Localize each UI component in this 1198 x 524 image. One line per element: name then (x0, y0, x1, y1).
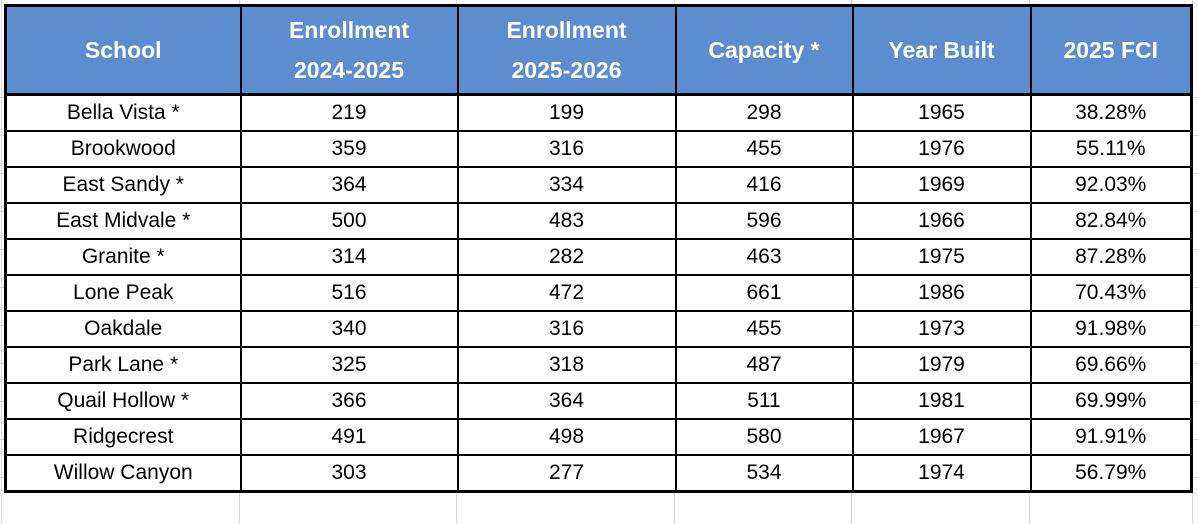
column-header-label: Year Built (888, 37, 995, 63)
cell-enrollment-2024-2025: 219 (239, 93, 459, 132)
cell-capacity: 487 (674, 346, 854, 384)
cell-fci: 69.66% (1029, 346, 1193, 384)
cell-school: East Sandy * (4, 166, 242, 204)
cell-fci: 87.28% (1029, 238, 1193, 276)
column-header-enrollment-2025-2026: Enrollment 2025-2026 (456, 4, 677, 96)
cell-capacity: 463 (674, 238, 854, 276)
cell-enrollment-2024-2025: 366 (239, 382, 459, 420)
cell-school: Quail Hollow * (4, 382, 242, 420)
header-row: School Enrollment 2024-2025 Enrollment 2… (4, 4, 1193, 96)
cell-fci: 82.84% (1029, 202, 1193, 240)
column-header-label-line1: Enrollment (506, 17, 627, 43)
cell-year-built: 1966 (851, 202, 1032, 240)
cell-fci: 55.11% (1029, 130, 1193, 168)
table-body: Bella Vista * 219 199 298 1965 38.28% Br… (4, 93, 1193, 493)
spreadsheet-gridline (1, 0, 2, 524)
cell-year-built: 1979 (851, 346, 1032, 384)
cell-enrollment-2024-2025: 325 (239, 346, 459, 384)
cell-capacity: 416 (674, 166, 854, 204)
cell-year-built: 1969 (851, 166, 1032, 204)
cell-school: Lone Peak (4, 274, 242, 312)
column-header-year-built: Year Built (851, 4, 1032, 96)
cell-enrollment-2025-2026: 316 (456, 310, 677, 348)
cell-enrollment-2025-2026: 318 (456, 346, 677, 384)
cell-enrollment-2025-2026: 316 (456, 130, 677, 168)
cell-year-built: 1986 (851, 274, 1032, 312)
cell-school: Granite * (4, 238, 242, 276)
table-row: Willow Canyon 303 277 534 1974 56.79% (4, 454, 1193, 493)
cell-enrollment-2025-2026: 498 (456, 418, 677, 456)
cell-enrollment-2025-2026: 472 (456, 274, 677, 312)
table-row: Bella Vista * 219 199 298 1965 38.28% (4, 93, 1193, 132)
table-row: Lone Peak 516 472 661 1986 70.43% (4, 274, 1193, 312)
cell-capacity: 596 (674, 202, 854, 240)
cell-capacity: 455 (674, 310, 854, 348)
column-header-label-line2: 2024-2025 (294, 57, 404, 83)
column-header-label-line2: 2025-2026 (511, 57, 622, 83)
column-header-label: School (84, 37, 162, 63)
column-header-enrollment-2024-2025: Enrollment 2024-2025 (239, 4, 459, 96)
cell-school: Bella Vista * (4, 93, 242, 132)
cell-fci: 56.79% (1029, 454, 1193, 493)
table-row: East Sandy * 364 334 416 1969 92.03% (4, 166, 1193, 204)
cell-enrollment-2024-2025: 516 (239, 274, 459, 312)
cell-capacity: 455 (674, 130, 854, 168)
cell-fci: 70.43% (1029, 274, 1193, 312)
cell-capacity: 511 (674, 382, 854, 420)
table-row: Quail Hollow * 366 364 511 1981 69.99% (4, 382, 1193, 420)
table-row: Brookwood 359 316 455 1976 55.11% (4, 130, 1193, 168)
cell-enrollment-2024-2025: 359 (239, 130, 459, 168)
cell-fci: 38.28% (1029, 93, 1193, 132)
cell-fci: 91.91% (1029, 418, 1193, 456)
cell-year-built: 1981 (851, 382, 1032, 420)
cell-enrollment-2025-2026: 277 (456, 454, 677, 493)
cell-enrollment-2024-2025: 340 (239, 310, 459, 348)
cell-fci: 91.98% (1029, 310, 1193, 348)
cell-capacity: 298 (674, 93, 854, 132)
table-row: Granite * 314 282 463 1975 87.28% (4, 238, 1193, 276)
column-header-label: Capacity * (708, 37, 820, 63)
cell-school: Oakdale (4, 310, 242, 348)
column-header-label: 2025 FCI (1063, 37, 1159, 63)
cell-enrollment-2024-2025: 491 (239, 418, 459, 456)
schools-table: School Enrollment 2024-2025 Enrollment 2… (4, 4, 1193, 493)
cell-fci: 69.99% (1029, 382, 1193, 420)
table-row: Park Lane * 325 318 487 1979 69.66% (4, 346, 1193, 384)
cell-year-built: 1973 (851, 310, 1032, 348)
cell-enrollment-2024-2025: 303 (239, 454, 459, 493)
cell-school: Brookwood (4, 130, 242, 168)
cell-enrollment-2024-2025: 364 (239, 166, 459, 204)
column-header-label-line1: Enrollment (288, 17, 410, 43)
cell-capacity: 661 (674, 274, 854, 312)
cell-school: East Midvale * (4, 202, 242, 240)
cell-school: Willow Canyon (4, 454, 242, 493)
column-header-capacity: Capacity * (674, 4, 854, 96)
cell-capacity: 534 (674, 454, 854, 493)
cell-year-built: 1976 (851, 130, 1032, 168)
cell-enrollment-2025-2026: 334 (456, 166, 677, 204)
cell-school: Ridgecrest (4, 418, 242, 456)
table-row: Ridgecrest 491 498 580 1967 91.91% (4, 418, 1193, 456)
cell-enrollment-2025-2026: 199 (456, 93, 677, 132)
cell-enrollment-2024-2025: 500 (239, 202, 459, 240)
cell-year-built: 1975 (851, 238, 1032, 276)
table-row: Oakdale 340 316 455 1973 91.98% (4, 310, 1193, 348)
cell-enrollment-2025-2026: 483 (456, 202, 677, 240)
table-header: School Enrollment 2024-2025 Enrollment 2… (4, 4, 1193, 96)
cell-capacity: 580 (674, 418, 854, 456)
cell-year-built: 1965 (851, 93, 1032, 132)
column-header-school: School (4, 4, 242, 96)
cell-year-built: 1974 (851, 454, 1032, 493)
cell-fci: 92.03% (1029, 166, 1193, 204)
cell-enrollment-2025-2026: 282 (456, 238, 677, 276)
cell-enrollment-2025-2026: 364 (456, 382, 677, 420)
cell-enrollment-2024-2025: 314 (239, 238, 459, 276)
cell-year-built: 1967 (851, 418, 1032, 456)
cell-school: Park Lane * (4, 346, 242, 384)
column-header-2025-fci: 2025 FCI (1029, 4, 1193, 96)
table-row: East Midvale * 500 483 596 1966 82.84% (4, 202, 1193, 240)
